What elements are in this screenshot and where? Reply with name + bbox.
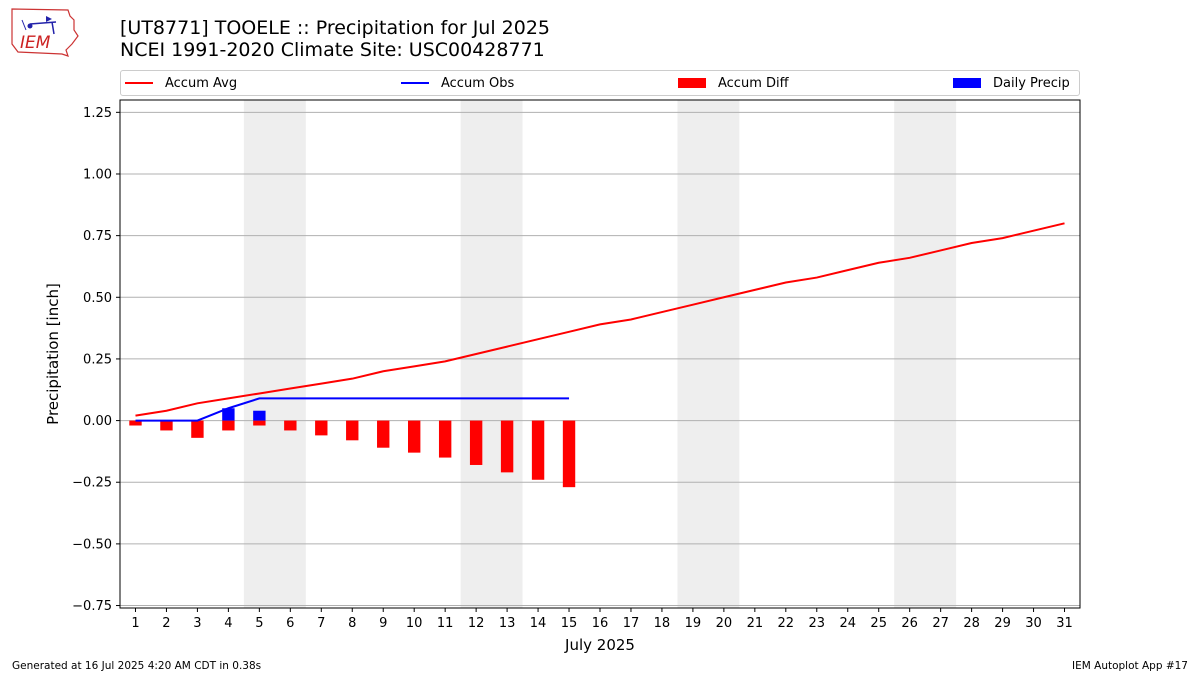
x-tick-label: 29 [994,616,1011,631]
x-tick-label: 23 [809,616,826,631]
line-accum-obs [135,397,570,422]
weekend-band-3 [677,100,740,608]
x-tick-label: 31 [1056,616,1073,631]
legend-item-accum-diff: Accum Diff [678,74,789,92]
bar-accum-diff [500,420,514,473]
legend-swatch-accum-diff [678,78,706,88]
bar-accum-diff [315,420,328,436]
y-axis-label: Precipitation [inch] [44,283,62,425]
bar-accum-diff [438,420,452,458]
bar-accum-diff [160,420,173,431]
bar-accum-diff [377,420,390,448]
x-tick-label: 11 [437,616,454,631]
x-tick-label: 1 [131,616,139,631]
chart-subtitle: NCEI 1991-2020 Climate Site: USC00428771 [120,39,545,61]
bar-layer [129,408,576,488]
bar-accum-diff [346,420,359,441]
generated-timestamp: Generated at 16 Jul 2025 4:20 AM CDT in … [12,660,262,672]
legend-swatch-accum-avg [125,82,153,84]
y-tick-label: −0.75 [72,599,112,614]
legend-item-accum-obs: Accum Obs [401,74,514,92]
x-tick-label: 26 [901,616,918,631]
legend-swatch-daily-precip [953,78,981,88]
chart-title: [UT8771] TOOELE :: Precipitation for Jul… [120,17,551,39]
x-tick-label: 28 [963,616,980,631]
legend-item-accum-avg: Accum Avg [125,74,237,92]
y-tick-label: 0.25 [83,352,112,367]
x-axis-label: July 2025 [564,636,635,654]
bar-accum-diff [253,420,266,426]
line-layer [135,222,1065,422]
x-tick-label: 24 [839,616,856,631]
line-accum-avg [135,222,1065,417]
x-tick-label: 20 [716,616,733,631]
iem-logo: IEM [8,6,80,58]
x-tick-label: 16 [592,616,609,631]
bar-accum-diff [129,420,142,426]
logo-text: IEM [20,33,51,53]
app-credit: IEM Autoplot App #17 [1072,660,1188,672]
legend-label-accum-obs: Accum Obs [441,75,515,91]
bar-accum-diff [408,420,421,453]
y-tick-label: 0.00 [83,414,112,429]
legend-swatch-accum-obs [401,82,429,84]
y-tick-label: 0.75 [83,229,112,244]
weekend-shading-layer [243,100,957,608]
x-tick-label: 2 [162,616,170,631]
bar-accum-diff [469,420,483,465]
x-tick-label: 13 [499,616,516,631]
legend: Accum Avg Accum Obs Accum Diff Daily Pre… [120,70,1080,96]
bar-daily-precip [222,408,235,421]
legend-item-daily-precip: Daily Precip [953,74,1070,92]
x-tick-label: 12 [468,616,485,631]
x-tick-label: 9 [379,616,387,631]
x-tick-label: 4 [224,616,232,631]
bar-accum-diff [191,420,204,438]
y-tick-label: 0.50 [83,291,112,306]
weekend-band-4 [894,100,957,608]
x-tick-label: 3 [193,616,201,631]
x-tick-label: 10 [406,616,423,631]
x-tick-label: 5 [255,616,263,631]
x-tick-label: 22 [778,616,795,631]
y-tick-label: −0.25 [72,476,112,491]
x-tick-label: 18 [654,616,671,631]
y-tick-label: −0.50 [72,537,112,552]
x-tick-label: 15 [561,616,578,631]
x-tick-label: 7 [317,616,325,631]
x-tick-label: 30 [1025,616,1042,631]
y-tick-label: 1.25 [83,106,112,121]
x-tick-label: 14 [530,616,547,631]
x-tick-label: 8 [348,616,356,631]
bar-accum-diff [531,420,545,480]
x-tick-label: 21 [747,616,764,631]
bar-accum-diff [284,420,297,431]
grid-layer [120,111,1080,607]
x-tick-label: 25 [870,616,887,631]
x-tick-label: 19 [685,616,702,631]
weekend-band-2 [460,100,523,608]
weekend-band-1 [243,100,306,608]
x-tick-label: 17 [623,616,640,631]
legend-label-accum-avg: Accum Avg [165,75,238,91]
y-tick-label: 1.00 [83,167,112,182]
x-tick-label: 6 [286,616,294,631]
legend-label-daily-precip: Daily Precip [993,75,1070,91]
legend-label-accum-diff: Accum Diff [718,75,789,91]
x-tick-label: 27 [932,616,949,631]
bar-accum-diff [562,420,576,488]
bar-accum-diff [222,420,235,431]
bar-daily-precip [253,410,266,421]
tick-layer: −0.75 −0.50 −0.25 0.00 0.25 0.50 0.75 1.00 1.25 1… [72,106,1073,631]
